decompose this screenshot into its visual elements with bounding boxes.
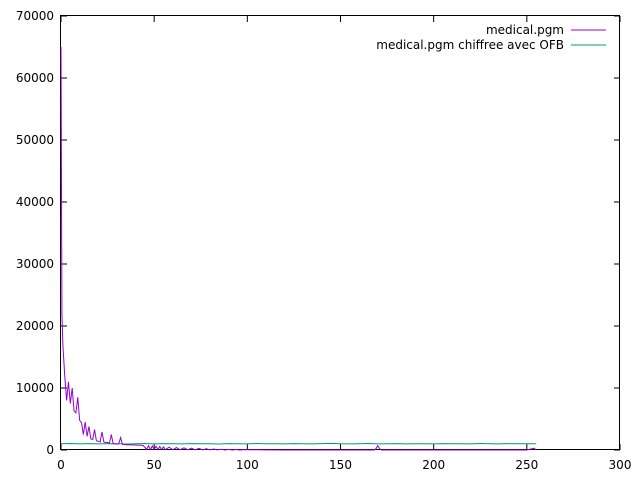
x-tick-label: 0	[57, 458, 65, 472]
series-line-medical-pgm	[60, 46, 537, 451]
legend: medical.pgm medical.pgm chiffree avec OF…	[376, 23, 606, 52]
y-tick-label: 30000	[16, 257, 54, 271]
x-tick-label: 250	[515, 458, 538, 472]
plot-frame	[60, 15, 620, 450]
series-line-medical-pgm-ofb	[60, 442, 537, 445]
legend-label-medical-pgm-ofb: medical.pgm chiffree avec OFB	[376, 38, 564, 52]
y-tick-label: 40000	[16, 195, 54, 209]
y-tick-label: 70000	[16, 9, 54, 23]
y-tick-label: 60000	[16, 71, 54, 85]
x-tick-label: 150	[329, 458, 352, 472]
x-tick-label: 50	[147, 458, 162, 472]
y-tick-label: 50000	[16, 133, 54, 147]
x-tick-label: 300	[609, 458, 632, 472]
axis-ticks: 0 50 100 150 200 250 300 0 10000 20000 30000 40000 5…	[16, 9, 632, 472]
x-tick-label: 100	[236, 458, 259, 472]
y-tick-label: 10000	[16, 381, 54, 395]
x-tick-label: 200	[422, 458, 445, 472]
legend-label-medical-pgm: medical.pgm	[486, 23, 564, 37]
series-lines	[60, 46, 537, 451]
y-tick-label: 20000	[16, 319, 54, 333]
y-tick-label: 0	[46, 443, 54, 457]
